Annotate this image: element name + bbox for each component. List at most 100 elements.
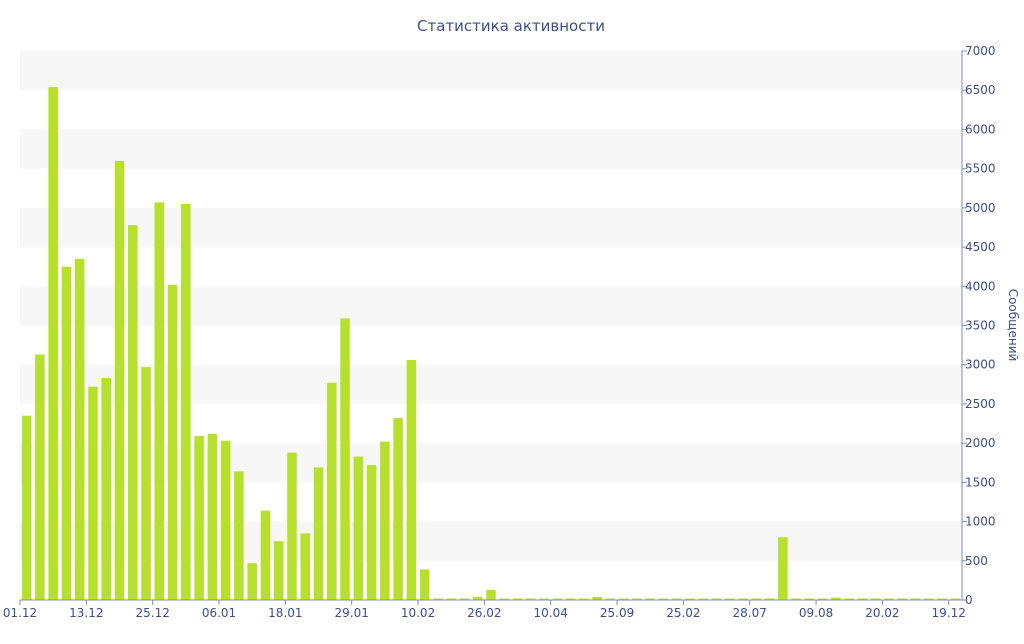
bar xyxy=(287,452,297,600)
bar xyxy=(273,541,284,600)
y-axis-ticks: 0 500 1000 1500 2000 2500 3000 3500 4000 4500 5000… xyxy=(962,44,996,607)
x-tick-label: 10.04 xyxy=(534,606,568,620)
bar-series xyxy=(21,87,961,601)
x-tick-label: 20.02 xyxy=(865,606,899,620)
bar xyxy=(579,598,589,600)
bar xyxy=(738,598,748,600)
y-tick-label: 500 xyxy=(965,554,988,568)
bar xyxy=(764,598,775,600)
bar xyxy=(870,598,881,600)
bar xyxy=(181,203,191,600)
y-tick-label: 2000 xyxy=(965,436,996,450)
y-tick-label: 5000 xyxy=(965,201,996,215)
bar xyxy=(552,598,563,600)
x-tick-label: 18.01 xyxy=(268,606,302,620)
bar xyxy=(671,598,682,600)
x-tick-label: 19.12 xyxy=(932,606,966,620)
bar xyxy=(433,598,443,600)
x-tick-label: 09.08 xyxy=(799,606,833,620)
bar xyxy=(114,160,125,601)
y-tick-label: 0 xyxy=(965,593,973,607)
bar xyxy=(260,510,271,600)
bar xyxy=(910,598,921,600)
bar xyxy=(340,318,350,600)
bar xyxy=(565,598,576,600)
bar xyxy=(154,202,165,600)
bar xyxy=(605,598,616,600)
x-tick-label: 10.02 xyxy=(401,606,435,620)
bar xyxy=(128,225,138,601)
bar xyxy=(380,441,390,600)
x-tick-label: 06.01 xyxy=(202,606,236,620)
y-tick-label: 6000 xyxy=(965,122,996,136)
bar xyxy=(21,415,32,600)
bar xyxy=(791,598,801,600)
y-axis-title: Сообщений xyxy=(1006,289,1020,362)
bar xyxy=(937,598,947,600)
y-tick-label: 6500 xyxy=(965,83,996,97)
bar xyxy=(512,598,523,600)
bar xyxy=(459,598,470,600)
bar xyxy=(207,433,218,600)
bar xyxy=(592,596,602,600)
bar xyxy=(778,537,788,600)
x-tick-label: 28.07 xyxy=(733,606,767,620)
bar xyxy=(685,598,695,600)
bar xyxy=(48,87,58,600)
x-tick-label: 01.12 xyxy=(3,606,37,620)
grid-band xyxy=(20,207,962,248)
y-tick-label: 4500 xyxy=(965,240,996,254)
bar xyxy=(698,598,709,600)
bar xyxy=(645,598,655,600)
bar xyxy=(618,598,629,600)
x-tick-label: 25.02 xyxy=(666,606,700,620)
bar xyxy=(88,386,98,600)
bar xyxy=(247,563,257,600)
y-tick-label: 4000 xyxy=(965,279,996,293)
bar xyxy=(406,360,417,600)
chart-title: Статистика активности xyxy=(417,17,605,35)
bar xyxy=(539,598,549,600)
bar xyxy=(393,418,403,600)
bar xyxy=(472,596,483,600)
y-tick-label: 5500 xyxy=(965,162,996,176)
y-tick-label: 3000 xyxy=(965,358,996,372)
bar xyxy=(446,598,456,600)
bar xyxy=(711,598,722,600)
x-tick-label: 25.12 xyxy=(135,606,169,620)
bar xyxy=(751,598,762,600)
bar xyxy=(658,598,669,600)
x-tick-label: 29.01 xyxy=(335,606,369,620)
grid-band xyxy=(20,51,962,91)
y-tick-label: 1000 xyxy=(965,515,996,529)
x-tick-label: 26.02 xyxy=(467,606,501,620)
bar xyxy=(897,598,908,600)
bar xyxy=(419,569,430,600)
bar xyxy=(804,598,815,600)
bar xyxy=(101,378,112,600)
bar xyxy=(327,382,337,600)
grid-band xyxy=(20,129,962,169)
x-tick-label: 25.09 xyxy=(600,606,634,620)
bar xyxy=(844,598,854,600)
bar xyxy=(141,367,151,600)
bar xyxy=(499,598,510,600)
y-tick-label: 2500 xyxy=(965,397,996,411)
bar xyxy=(831,597,841,600)
bar xyxy=(220,440,231,600)
bar xyxy=(817,598,828,600)
y-tick-label: 7000 xyxy=(965,44,996,58)
y-tick-label: 3500 xyxy=(965,319,996,333)
bar xyxy=(924,598,934,600)
bar xyxy=(950,598,961,600)
bar xyxy=(300,533,311,600)
y-tick-label: 1500 xyxy=(965,475,996,489)
bar xyxy=(167,284,178,600)
bar xyxy=(725,598,735,600)
bar xyxy=(194,436,204,600)
bar xyxy=(366,465,377,600)
bar xyxy=(526,598,536,600)
x-tick-label: 13.12 xyxy=(69,606,103,620)
